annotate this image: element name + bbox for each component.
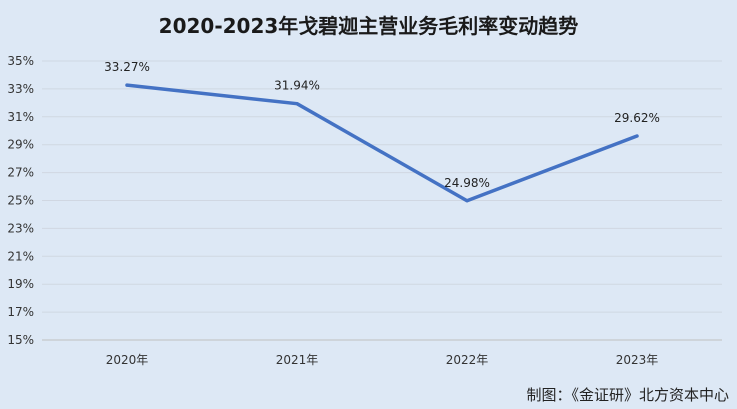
y-tick-label: 21% bbox=[7, 249, 34, 263]
y-tick-label: 29% bbox=[7, 138, 34, 152]
data-label: 33.27% bbox=[104, 60, 150, 74]
y-tick-label: 17% bbox=[7, 305, 34, 319]
data-point bbox=[465, 199, 469, 203]
y-tick-label: 27% bbox=[7, 166, 34, 180]
data-point bbox=[635, 134, 639, 138]
y-tick-label: 25% bbox=[7, 194, 34, 208]
y-tick-label: 19% bbox=[7, 277, 34, 291]
y-tick-label: 35% bbox=[7, 54, 34, 68]
x-tick-label: 2021年 bbox=[276, 353, 319, 367]
x-tick-label: 2023年 bbox=[616, 353, 659, 367]
data-point bbox=[125, 83, 129, 87]
source-note: 制图：《金证研》北方资本中心 bbox=[526, 386, 729, 404]
y-tick-label: 31% bbox=[7, 110, 34, 124]
chart-title: 2020-2023年戈碧迦主营业务毛利率变动趋势 bbox=[158, 14, 579, 38]
y-tick-label: 23% bbox=[7, 221, 34, 235]
x-tick-label: 2022年 bbox=[446, 353, 489, 367]
y-tick-label: 33% bbox=[7, 82, 34, 96]
series-line bbox=[125, 83, 639, 203]
data-label: 24.98% bbox=[444, 176, 490, 190]
y-tick-label: 15% bbox=[7, 333, 34, 347]
x-tick-label: 2020年 bbox=[106, 353, 149, 367]
data-label: 29.62% bbox=[614, 111, 660, 125]
data-point bbox=[295, 102, 299, 106]
data-label: 31.94% bbox=[274, 79, 320, 93]
